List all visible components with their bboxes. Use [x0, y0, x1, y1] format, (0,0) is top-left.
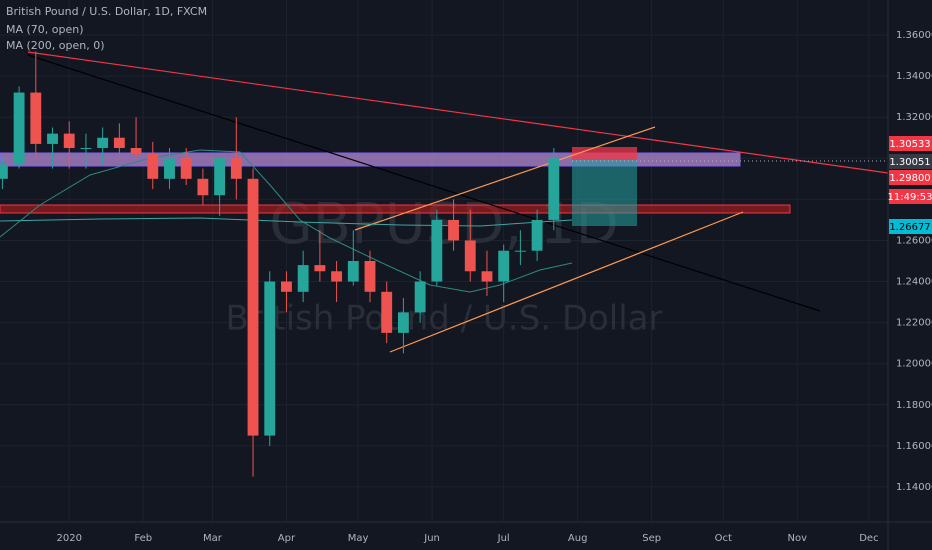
candle-body [481, 271, 493, 282]
x-tick-label: Jul [497, 533, 510, 544]
candles [0, 51, 560, 477]
candle-body [30, 92, 42, 144]
candle-body [147, 154, 159, 179]
y-tick-label: 1.16000 [896, 441, 932, 452]
x-tick-label: Feb [134, 533, 152, 544]
candle-body [214, 158, 226, 196]
y-tick-label: 1.34000 [896, 71, 932, 82]
x-tick-label: Oct [715, 533, 732, 544]
price-tag-bg [889, 136, 932, 151]
watermark-symbol: GBPUSD, 1D [269, 192, 619, 257]
y-tick-label: 1.18000 [896, 400, 932, 411]
price-tag-bg [889, 170, 932, 185]
x-tick-label: Dec [859, 533, 878, 544]
candle-body [498, 250, 510, 282]
candle-body [97, 137, 109, 149]
price-tag-bg [889, 189, 932, 204]
candle-body [264, 281, 276, 436]
candle-body [548, 158, 560, 220]
candle-body [464, 240, 476, 272]
watermark-name: British Pound / U.S. Dollar [225, 299, 662, 339]
x-tick-label: Aug [568, 533, 588, 544]
trendline [27, 54, 821, 312]
candle-body [180, 158, 192, 179]
x-tick-label: Jun [423, 533, 440, 544]
price-tag: 1.26677 [889, 222, 930, 233]
price-tag-bg [889, 219, 932, 234]
support-zone [0, 204, 791, 214]
y-tick-label: 1.26000 [896, 235, 932, 246]
y-tick-label: 1.24000 [896, 277, 932, 288]
x-tick-label: Sep [642, 533, 661, 544]
candle-body [347, 260, 359, 282]
y-tick-label: 1.14000 [896, 482, 932, 493]
candle-body [297, 265, 309, 292]
candle-body [0, 164, 8, 179]
ma-70 [0, 149, 573, 293]
price-tag: 1.30533 [889, 139, 930, 150]
candle-body [514, 250, 526, 252]
candle-body [281, 281, 292, 292]
x-tick-label: May [348, 533, 369, 544]
candle-body [414, 281, 426, 313]
candle-body [331, 271, 343, 282]
channel-line [354, 126, 656, 231]
chart-title: British Pound / U.S. Dollar, 1D, FXCM [6, 5, 207, 18]
ma-200 [0, 217, 573, 227]
price-tag: 1.29800 [889, 173, 930, 184]
countdown-tag: 11:49:53 [888, 192, 932, 203]
indicator-label: MA (70, open) [6, 23, 84, 36]
candle-body [381, 291, 393, 333]
y-tick-label: 1.32000 [896, 112, 932, 123]
y-tick-label: 1.22000 [896, 318, 932, 329]
candle-body [314, 265, 326, 272]
candle-body [364, 260, 376, 292]
candle-body [80, 148, 92, 150]
x-tick-label: Apr [278, 533, 296, 544]
candle-body [247, 178, 259, 436]
x-tick-label: Nov [788, 533, 808, 544]
candle-body [13, 92, 25, 165]
trendline [27, 51, 889, 174]
target-box [572, 160, 637, 226]
x-tick-label: Mar [203, 533, 223, 544]
candle-body [130, 148, 142, 155]
x-tick-label: 2020 [56, 533, 81, 544]
indicator-label: MA (200, open, 0) [6, 39, 105, 52]
candle-body [197, 178, 209, 196]
channel-line [389, 211, 744, 353]
candle-body [397, 312, 409, 333]
price-tag: 1.30051 [889, 157, 930, 168]
candle-body [63, 133, 75, 149]
stop-box [572, 147, 637, 160]
price-tag-bg [889, 154, 932, 169]
candle-body [431, 219, 443, 282]
candle-body [113, 137, 125, 149]
candle-body [164, 158, 175, 179]
y-tick-label: 1.36000 [896, 30, 932, 41]
candle-body [47, 133, 58, 144]
y-tick-label: 1.20000 [896, 359, 932, 370]
candle-body [531, 219, 543, 251]
candle-body [230, 158, 242, 179]
candle-body [448, 219, 459, 241]
